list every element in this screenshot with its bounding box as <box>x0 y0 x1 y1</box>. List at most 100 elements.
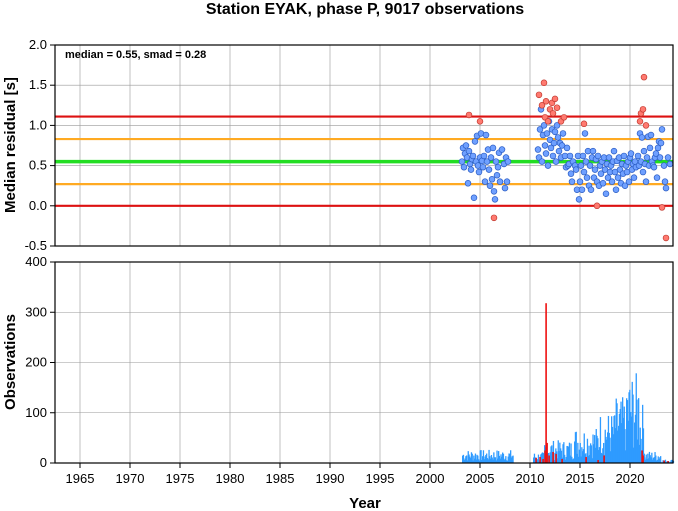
observation-bar <box>504 458 506 463</box>
observation-bar <box>462 454 465 463</box>
observation-bar <box>467 451 469 463</box>
residual-point <box>627 150 635 157</box>
x-tick-label: 1990 <box>316 471 345 486</box>
observation-bar <box>605 436 607 463</box>
observations-y-tick-label: 0 <box>40 455 47 470</box>
observation-bar <box>484 456 486 463</box>
residual-point <box>591 166 599 173</box>
observation-bar <box>494 457 497 463</box>
observation-bar <box>656 460 658 463</box>
residual-point <box>602 190 610 197</box>
residual-point <box>549 152 557 160</box>
observation-bar <box>501 456 503 463</box>
residual-point <box>467 166 475 173</box>
observation-bar <box>610 451 612 463</box>
observation-bar <box>596 435 598 463</box>
observation-bar <box>637 439 639 463</box>
observation-bar <box>646 459 648 463</box>
observation-bar <box>470 452 473 463</box>
observation-bar <box>648 451 651 463</box>
observation-bar <box>564 454 566 463</box>
observation-bar <box>473 455 475 463</box>
observation-bar <box>660 461 662 463</box>
observation-bar <box>498 455 501 463</box>
outlier-bar <box>561 458 563 463</box>
observation-bar <box>653 457 655 463</box>
residual-point <box>582 158 590 165</box>
observation-bar <box>602 448 604 463</box>
outlier-point <box>538 102 546 109</box>
residual-point <box>460 163 468 171</box>
observation-bar <box>575 431 577 463</box>
residual-point <box>488 176 496 183</box>
observation-bar <box>580 456 582 463</box>
observation-bar <box>569 455 571 463</box>
observation-bar <box>626 407 628 463</box>
residual-point <box>544 162 552 169</box>
observation-bar <box>577 442 579 463</box>
observation-bar <box>599 417 602 463</box>
observation-bar <box>666 461 668 463</box>
observation-bar <box>511 456 513 463</box>
outlier-bar <box>663 460 665 463</box>
residual-point <box>653 174 661 181</box>
observation-bar <box>503 459 505 463</box>
observation-bar <box>614 428 617 463</box>
residual-point <box>652 150 660 157</box>
observation-bar <box>590 443 592 463</box>
observation-bar <box>604 429 606 463</box>
observation-bar <box>574 441 576 463</box>
residual-point <box>543 130 551 137</box>
residual-point <box>621 182 629 189</box>
outlier-bar <box>545 303 547 463</box>
observation-bar <box>468 454 470 463</box>
observation-bar <box>607 415 610 463</box>
observation-bar <box>620 401 622 463</box>
outlier-point <box>490 214 498 222</box>
residual-point <box>568 178 576 185</box>
residual-point <box>567 170 575 177</box>
residual-point <box>541 142 549 149</box>
residual-point <box>640 147 648 155</box>
observations-y-tick-label: 200 <box>25 355 47 370</box>
observation-bar <box>510 450 512 463</box>
observation-bar <box>466 460 469 463</box>
outlier-point <box>535 91 543 99</box>
observation-bar <box>649 455 651 463</box>
outlier-bar <box>597 459 599 463</box>
x-tick-label: 2005 <box>466 471 495 486</box>
observation-bar <box>590 445 593 463</box>
observation-bar <box>642 404 644 463</box>
observation-bar <box>560 450 563 463</box>
outlier-point <box>542 98 550 105</box>
residual-y-axis-label: Median residual [s] <box>2 77 19 213</box>
residual-point <box>465 147 473 155</box>
residual-point <box>610 147 618 155</box>
residual-point <box>483 158 491 165</box>
residual-point <box>566 152 574 160</box>
observation-bar <box>469 456 471 463</box>
outlier-point <box>549 110 557 117</box>
residual-point <box>503 178 511 185</box>
outlier-bar <box>542 458 544 463</box>
observation-bar <box>506 460 508 463</box>
observation-bar <box>644 457 646 463</box>
observation-bar <box>598 449 600 463</box>
observation-bar <box>570 443 572 463</box>
residual-point <box>485 166 493 173</box>
observation-bar <box>636 399 638 463</box>
residual-point <box>471 138 479 145</box>
residual-point <box>586 162 594 169</box>
x-axis-label: Year <box>349 495 381 511</box>
x-tick-label: 1975 <box>166 471 195 486</box>
observation-bar <box>496 450 498 463</box>
observation-bar <box>650 457 652 463</box>
observation-bar <box>488 449 490 463</box>
observation-bar <box>657 456 659 463</box>
observation-bar <box>478 459 480 463</box>
observation-bar <box>612 434 614 463</box>
observation-bar <box>541 452 544 463</box>
residual-point <box>656 154 664 161</box>
residual-point <box>580 168 588 176</box>
